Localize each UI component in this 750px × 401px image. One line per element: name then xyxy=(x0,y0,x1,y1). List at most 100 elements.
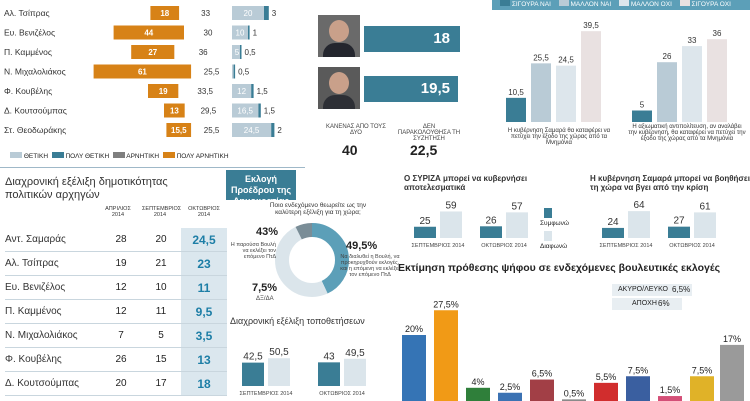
pop-value-negative: 36 xyxy=(199,48,208,57)
trend-value: 11 xyxy=(181,275,227,300)
pair-month: ΣΕΠΤΕΜΒΡΙΟΣ 2014 xyxy=(412,243,465,249)
cert-value: 36 xyxy=(713,29,722,38)
vote-value: 27,5% xyxy=(433,299,459,309)
trend-value: 23 xyxy=(181,251,227,276)
vote-bar xyxy=(466,387,490,401)
pop-name: Στ. Θεοδωράκης xyxy=(4,125,66,135)
tsipras-value: 19,5 xyxy=(420,80,450,97)
trend-value: 20 xyxy=(141,228,181,252)
pop-value-positive: 16,5 xyxy=(237,107,253,116)
pair-value: 24 xyxy=(607,217,619,228)
pair-value: 25 xyxy=(419,216,431,227)
vote-value: 7,5% xyxy=(692,365,713,375)
syriza-legend: Συμφωνώ Διαφωνώ xyxy=(540,208,569,250)
pop-value-negative: 25,5 xyxy=(204,68,220,77)
pop-value-positive: 24,5 xyxy=(244,126,260,135)
none-value: 40 xyxy=(342,142,358,158)
syriza-title: Ο ΣΥΡΙΖΑ μπορεί να κυβερνήσει αποτελεσμα… xyxy=(404,174,528,192)
pop-name: Αλ. Τσίπρας xyxy=(4,8,50,18)
pop-bar-very-negative xyxy=(113,25,184,40)
legend-sure-no: ΣΙΓΟΥΡΑ ΟΧΙ xyxy=(691,1,731,8)
pair-bar xyxy=(318,362,340,386)
pop-value-positive: 5 xyxy=(235,48,240,57)
pair-month: ΣΕΠΤΕΜΒΡΙΟΣ 2014 xyxy=(600,243,653,249)
vote-chart: 20% 27,5% 4% 2,5% 6,5% 0,5% 5,5% 7,5% 1,5% 7,5% 17… xyxy=(402,299,744,401)
cert-bar xyxy=(531,63,551,122)
pair-value: 42,5 xyxy=(243,352,263,363)
trend-name: Αλ. Τσίπρας xyxy=(5,251,101,276)
cert-bar xyxy=(632,110,652,122)
pres-right-value: 49,5% xyxy=(346,240,378,252)
vote-value: 4% xyxy=(471,377,484,387)
pop-bar-positive xyxy=(232,103,259,118)
trend-value: 10 xyxy=(141,275,181,300)
cert-value: 10,5 xyxy=(508,88,524,97)
trend-name: Φ. Κουβέλης xyxy=(5,347,101,372)
vote-title: Εκτίμηση πρόθεσης ψήφου σε ενδεχόμενες β… xyxy=(398,262,721,274)
cert-value: 25,5 xyxy=(533,53,549,62)
pop-bar-positive xyxy=(232,6,264,20)
president-question: Ποιο ενδεχόμενο θεωρείτε ως την καλύτερη… xyxy=(269,202,367,216)
pair-bar xyxy=(268,358,290,386)
blank-label: ΑΚΥΡΟ/ΛΕΥΚΟ xyxy=(618,286,668,293)
popularity-legend: ΘΕΤΙΚΗ ΠΟΛΥ ΘΕΤΙΚΗ ΑΡΝΗΤΙΚΗ ΠΟΛΥ ΑΡΝΗΤΙΚ… xyxy=(10,152,229,160)
samaras-bar: 18 xyxy=(364,26,460,52)
trend-value: 24,5 xyxy=(181,228,227,252)
blank-box: ΑΚΥΡΟ/ΛΕΥΚΟ 6,5% xyxy=(612,284,692,296)
pop-value-negative: 30 xyxy=(204,29,213,38)
pop-value-negative: 25,5 xyxy=(204,126,220,135)
pair-bar xyxy=(668,226,690,238)
pop-bar-very-positive xyxy=(264,6,269,20)
trend-value: 19 xyxy=(101,251,141,276)
president-title: Εκλογή Προέδρου της Δημοκρατίας xyxy=(230,174,292,206)
pop-bar-very-positive xyxy=(251,84,254,98)
pop-bar-positive xyxy=(232,84,252,98)
certainty-svg: 10,5 25,5 24,5 39,5 5 26 33 36 xyxy=(506,21,727,123)
trend-value: 7 xyxy=(101,323,141,348)
pres-right-label: Να διαλυθεί η Βουλή, να προκηρυχθούν εκλ… xyxy=(340,254,400,278)
pop-value-very-negative: 19 xyxy=(159,87,168,96)
legend-likely-yes: ΜΑΛΛΟΝ ΝΑΙ xyxy=(570,1,612,8)
pop-value-negative: 29,5 xyxy=(201,107,217,116)
cert-bar xyxy=(707,39,727,123)
pop-bar-very-negative xyxy=(93,64,192,79)
pop-bar-very-negative xyxy=(166,123,192,137)
pres-slice xyxy=(275,223,349,297)
president-donut xyxy=(275,223,349,297)
table-row: Αντ. Σαμαράς 28 20 24,5 xyxy=(5,228,227,252)
pair-value: 26 xyxy=(485,215,497,226)
vote-value: 0,5% xyxy=(564,388,585,398)
legend-very-negative: ΠΟΛΥ ΑΡΝΗΤΙΚΗ xyxy=(176,153,229,160)
pair-value: 57 xyxy=(511,201,523,212)
cert-bar xyxy=(657,62,677,122)
none-label: ΚΑΝΕΝΑΣ ΑΠΟ ΤΟΥΣ ΔΥΟ xyxy=(325,124,387,136)
pop-value-very-positive: 2 xyxy=(277,126,282,135)
trend-value: 12 xyxy=(101,299,141,324)
col-april: ΑΠΡΙΛΙΟΣ 2014 xyxy=(105,206,131,218)
trend-name: Αντ. Σαμαράς xyxy=(5,228,101,252)
pop-name: Ευ. Βενιζέλος xyxy=(4,28,55,38)
trend-name: Π. Καμμένος xyxy=(5,299,101,324)
table-row: Π. Καμμένος 12 11 9,5 xyxy=(5,299,227,324)
govhelp-chart: 24 64 ΣΕΠΤΕΜΒΡΙΟΣ 2014 27 61 ΟΚΤΩΒΡΙΟΣ 2014 xyxy=(600,200,716,249)
pair-month: ΣΕΠΤΕΜΒΡΙΟΣ 2014 xyxy=(240,391,293,397)
govhelp-title: Η κυβέρνηση Σαμαρά μπορεί να βοηθήσει τη… xyxy=(590,174,750,192)
table-row: Φ. Κουβέλης 26 15 13 xyxy=(5,347,227,372)
pop-value-positive: 20 xyxy=(244,9,253,18)
pair-bar xyxy=(344,358,366,386)
vote-bar xyxy=(690,376,714,401)
vote-bar xyxy=(720,344,744,401)
leaders-panel: 18 19,5 ΚΑΝΕΝΑΣ ΑΠΟ ΤΟΥΣ ΔΥΟ 40 ΔΕΝ ΠΑΡΑ… xyxy=(318,0,466,165)
pop-bar-positive xyxy=(232,45,240,59)
pop-value-very-positive: 1 xyxy=(253,29,258,38)
pair-bar xyxy=(602,227,624,238)
cert-value: 5 xyxy=(640,101,645,110)
pair-month: ΟΚΤΩΒΡΙΟΣ 2014 xyxy=(481,243,527,249)
legend-likely-no: ΜΑΛΛΟΝ ΟΧΙ xyxy=(630,1,672,8)
certainty-label-1: Η κυβέρνηση Σαμαρά θα καταφέρει να πετύχ… xyxy=(507,128,611,146)
pair-month: ΟΚΤΩΒΡΙΟΣ 2014 xyxy=(669,243,715,249)
tsipras-bar: 19,5 xyxy=(364,76,458,102)
vote-value: 20% xyxy=(405,324,423,334)
pres-left-label: Η παρούσα Βουλή να εκλέξει τον επόμενο Π… xyxy=(230,242,276,260)
pair-bar xyxy=(242,362,264,386)
